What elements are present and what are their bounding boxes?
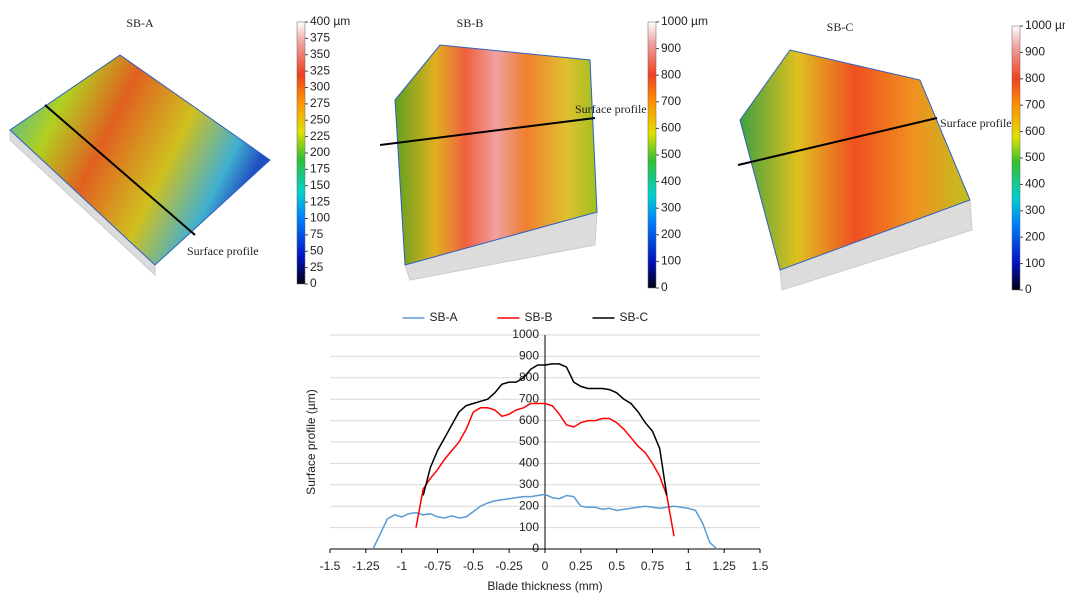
surface-image [394,44,598,266]
colorbar-label: 200 [310,145,330,159]
colorbar-label: 500 [1025,150,1045,164]
colorbar-label: 100 [661,254,681,268]
x-tick-label: 0 [542,559,549,573]
colorbar-label: 250 [310,112,330,126]
colorbar-label: 75 [310,227,324,241]
x-tick-label: 1.5 [752,559,769,573]
colorbar-label: 0 [1025,282,1032,296]
colorbar-label: 200 [661,227,681,241]
panel-title: SB-A [126,16,154,30]
profile-line [737,117,938,166]
colorbar-label: 0 [310,276,317,290]
colorbar-label: 300 [661,200,681,214]
y-tick-label: 700 [519,391,539,405]
legend-label: SB-B [525,310,553,324]
panel-title: SB-B [457,16,484,30]
y-tick-label: 300 [519,477,539,491]
colorbar-label: 400 µm [310,14,350,28]
profile-line [44,104,196,236]
x-tick-label: -0.5 [463,559,484,573]
colorbar-label: 200 [1025,229,1045,243]
colorbar-label: 800 [661,67,681,81]
series-line [372,493,718,550]
colorbar-label: 125 [310,194,330,208]
x-tick-label: 1.25 [712,559,736,573]
colorbar-label: 350 [310,47,330,61]
colorbar-label: 900 [661,41,681,55]
x-tick-label: 0.5 [608,559,625,573]
x-tick-label: -0.75 [424,559,452,573]
colorbar-label: 175 [310,162,330,176]
profile-line [379,117,596,146]
annotation: Surface profile [575,102,647,116]
y-tick-label: 1000 [512,327,539,341]
colorbar-label: 600 [1025,124,1045,138]
colorbar-label: 400 [661,174,681,188]
y-tick-label: 0 [532,541,539,555]
colorbar [1011,25,1021,291]
colorbar-label: 900 [1025,45,1045,59]
colorbar-label: 500 [661,147,681,161]
x-tick-label: -1 [396,559,407,573]
y-tick-label: 400 [519,456,539,470]
y-axis-title: Surface profile (µm) [304,389,318,495]
y-tick-label: 800 [519,370,539,384]
x-tick-label: -0.25 [495,559,523,573]
colorbar-label: 325 [310,63,330,77]
series-line [422,363,668,496]
x-tick-label: 0.25 [569,559,593,573]
colorbar-label: 300 [1025,203,1045,217]
colorbar-label: 800 [1025,71,1045,85]
x-tick-label: 1 [685,559,692,573]
y-tick-label: 200 [519,498,539,512]
colorbar-label: 300 [310,80,330,94]
colorbar-label: 700 [661,94,681,108]
y-tick-label: 900 [519,349,539,363]
colorbar-label: 225 [310,129,330,143]
panel-title: SB-C [827,20,854,34]
surface-image [9,54,271,266]
colorbar-label: 275 [310,96,330,110]
colorbar-label: 0 [661,280,668,294]
legend-label: SB-A [430,310,458,324]
legend-label: SB-C [620,310,649,324]
y-tick-label: 100 [519,520,539,534]
y-tick-label: 500 [519,434,539,448]
colorbar-label: 100 [310,211,330,225]
colorbar-label: 375 [310,31,330,45]
colorbar-label: 100 [1025,256,1045,270]
colorbar-label: 25 [310,260,324,274]
colorbar [296,21,306,285]
y-tick-label: 600 [519,413,539,427]
colorbar-label: 1000 µm [661,14,708,28]
surface-image [739,49,971,271]
annotation: Surface profile [187,244,259,258]
colorbar-label: 400 [1025,177,1045,191]
colorbar-label: 50 [310,243,324,257]
annotation: Surface profile [940,116,1012,130]
x-tick-label: 0.75 [641,559,665,573]
colorbar-label: 600 [661,121,681,135]
colorbar-label: 150 [310,178,330,192]
colorbar-label: 700 [1025,97,1045,111]
x-tick-label: -1.25 [352,559,380,573]
series-line [415,402,675,537]
colorbar [647,21,657,289]
colorbar-label: 1000 µm [1025,18,1065,32]
x-tick-label: -1.5 [320,559,341,573]
x-axis-title: Blade thickness (mm) [487,579,602,593]
